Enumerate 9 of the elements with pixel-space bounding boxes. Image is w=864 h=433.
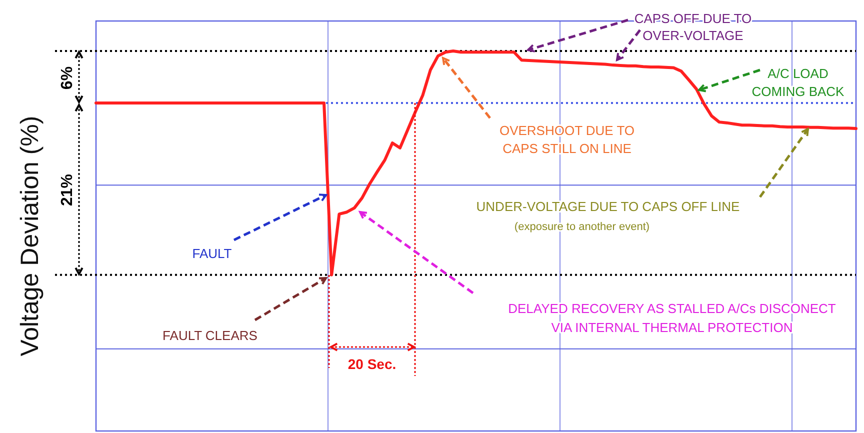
- annotation: 20 Sec.: [348, 356, 396, 372]
- annotation: FAULT CLEARS: [162, 328, 258, 344]
- text: 21%: [59, 174, 76, 206]
- annotation: UNDER-VOLTAGE DUE TO CAPS OFF LINE (exposure to another event): [476, 199, 740, 233]
- y-axis-title: Voltage Deviation (%): [16, 116, 44, 356]
- annotation: DELAYED RECOVERY AS STALLED A/Cs DISCONECT VIA INTERNAL THERMAL PROTECTION: [508, 301, 836, 336]
- annotation: A/C LOAD COMING BACK: [752, 66, 845, 100]
- text: 6%: [59, 66, 76, 90]
- annotation: FAULT: [192, 246, 232, 262]
